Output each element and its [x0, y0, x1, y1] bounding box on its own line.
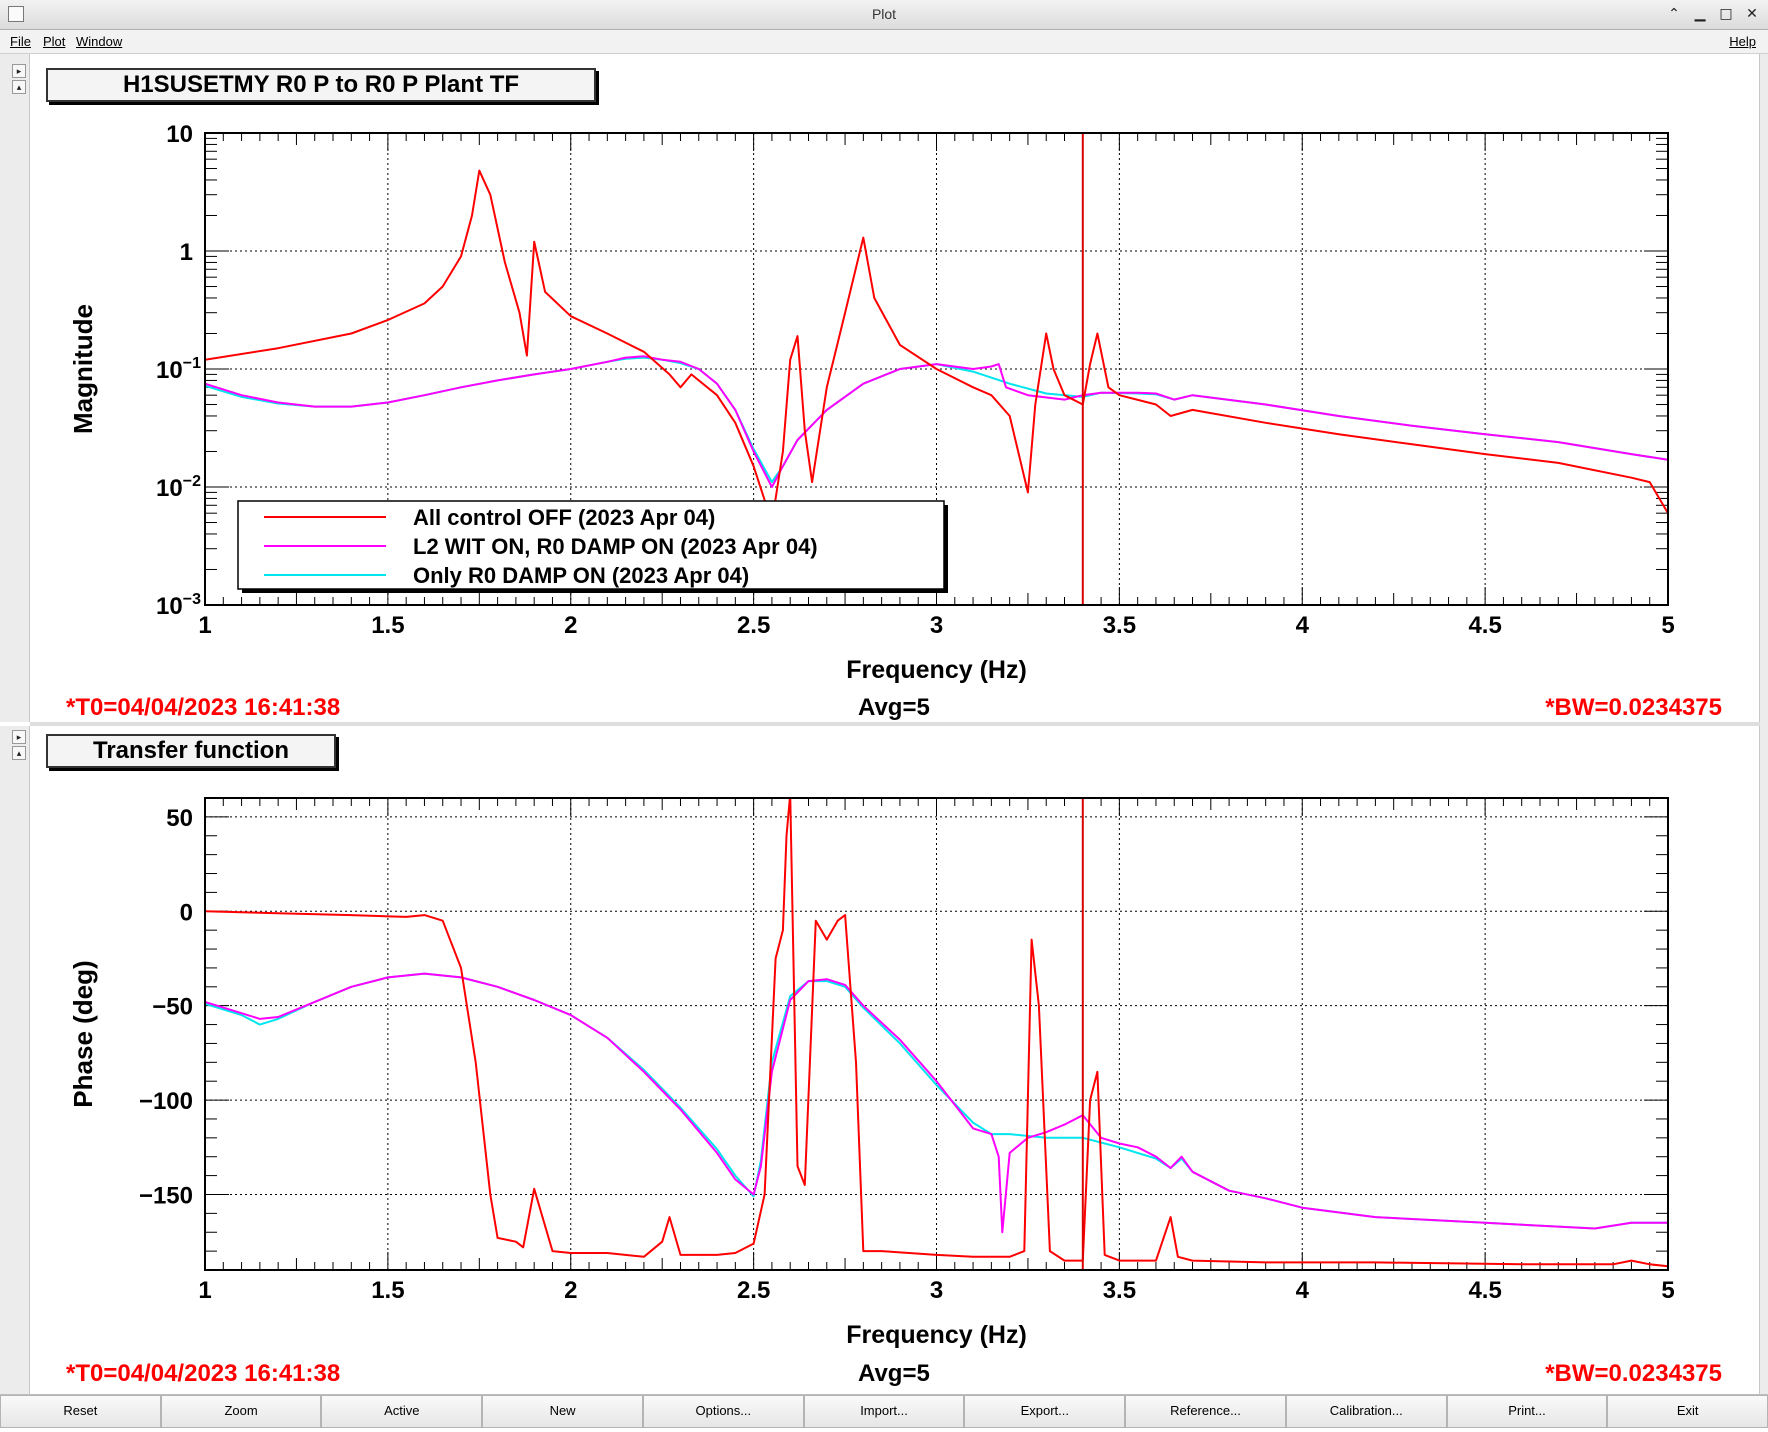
plot-frame — [204, 797, 1669, 1271]
exit-button[interactable]: Exit — [1607, 1395, 1768, 1428]
y-tick-label: 10−3 — [156, 591, 201, 620]
reference-button[interactable]: Reference... — [1125, 1395, 1286, 1428]
print-button[interactable]: Print... — [1446, 1395, 1608, 1428]
pad1-collapse-arrow-icon[interactable]: ▴ — [12, 80, 26, 94]
x-tick-label: 4.5 — [1468, 1277, 1501, 1304]
calibration-button[interactable]: Calibration... — [1285, 1395, 1447, 1428]
x-tick-label: 3 — [930, 612, 943, 639]
x-tick-label: 5 — [1661, 612, 1674, 639]
shade-icon[interactable]: ⌃ — [1668, 6, 1680, 22]
pad-control-strip-1: ▸ ▴ — [0, 54, 30, 722]
menu-plot[interactable]: Plot — [43, 34, 66, 49]
y-tick-label: −150 — [139, 1182, 193, 1209]
minimize-icon[interactable]: ▁ — [1694, 6, 1706, 22]
import-button[interactable]: Import... — [803, 1395, 965, 1428]
y-tick-label: 10−1 — [156, 355, 201, 384]
x-tick-label: 1 — [198, 612, 211, 639]
panel1-bw: *BW=0.0234375 — [1545, 694, 1722, 721]
pad1-expand-arrow-icon[interactable]: ▸ — [12, 64, 26, 78]
series-group — [205, 798, 1668, 1268]
window-menu-icon[interactable] — [8, 6, 24, 22]
x-tick-label: 4 — [1296, 612, 1310, 639]
series-l2-wit-r0-damp-on-line — [205, 355, 1668, 488]
legend-label: L2 WIT ON, R0 DAMP ON (2023 Apr 04) — [413, 534, 818, 559]
panel2-t0: *T0=04/04/2023 16:41:38 — [66, 1360, 341, 1387]
magnitude-plot[interactable]: 1 1.5 2 2.5 3 3.5 4 4.5 5 10 1 10−1 10−2 10−3 Frequenc… — [40, 115, 1700, 685]
window-titlebar: Plot ⌃ ▁ □ ✕ — [0, 0, 1768, 30]
panel2-title: Transfer function — [46, 734, 336, 768]
menu-help[interactable]: Help — [1729, 34, 1756, 49]
options-button[interactable]: Options... — [642, 1395, 804, 1428]
y-tick-label: 10 — [166, 121, 193, 148]
phase-plot[interactable]: 1 1.5 2 2.5 3 3.5 4 4.5 5 50 0 −50 −100 −150 Frequency… — [40, 780, 1700, 1350]
close-icon[interactable]: ✕ — [1746, 6, 1758, 22]
x-tick-label: 5 — [1661, 1277, 1674, 1304]
series-all-control-off-line — [205, 798, 1668, 1268]
x-tick-label: 2 — [564, 1277, 577, 1304]
legend-label: All control OFF (2023 Apr 04) — [413, 505, 715, 530]
y-tick-label: 50 — [166, 805, 193, 832]
y-tick-label: 0 — [180, 899, 193, 926]
plot-frame — [204, 132, 1669, 606]
y-tick-label: 1 — [180, 239, 193, 266]
pad2-collapse-arrow-icon[interactable]: ▴ — [12, 746, 26, 760]
x-tick-label: 2.5 — [737, 612, 770, 639]
new-button[interactable]: New — [482, 1395, 643, 1428]
x-tick-label: 2.5 — [737, 1277, 770, 1304]
series-l2-wit-r0-damp-on-line — [205, 972, 1668, 1234]
y-axis-title: Phase (deg) — [68, 960, 98, 1107]
x-tick-label: 1.5 — [371, 612, 404, 639]
menu-bar: File Plot Window Help — [0, 30, 1768, 54]
y-axis-title: Magnitude — [68, 304, 98, 434]
panel1-avg: Avg=5 — [858, 694, 930, 721]
menu-file[interactable]: File — [10, 34, 31, 49]
y-tick-label: 10−2 — [156, 473, 201, 502]
window-title: Plot — [871, 6, 897, 22]
right-border — [1759, 54, 1768, 1394]
x-tick-label: 3.5 — [1103, 1277, 1136, 1304]
series-all-control-off-line — [205, 169, 1668, 524]
legend-label: Only R0 DAMP ON (2023 Apr 04) — [413, 563, 749, 588]
reset-button[interactable]: Reset — [0, 1395, 161, 1428]
button-bar: Reset Zoom Active New Options... Import.… — [0, 1394, 1768, 1428]
maximize-icon[interactable]: □ — [1719, 6, 1733, 22]
active-button[interactable]: Active — [321, 1395, 483, 1428]
x-tick-label: 1 — [198, 1277, 211, 1304]
pad-separator[interactable] — [30, 722, 1760, 726]
y-tick-label: −100 — [139, 1088, 193, 1115]
export-button[interactable]: Export... — [964, 1395, 1126, 1428]
x-tick-label: 4.5 — [1468, 612, 1501, 639]
y-tick-label: −50 — [152, 994, 193, 1021]
x-axis-title: Frequency (Hz) — [846, 656, 1027, 684]
x-tick-label: 4 — [1296, 1277, 1310, 1304]
pad-control-strip-2: ▸ ▴ — [0, 726, 30, 1394]
zoom-button[interactable]: Zoom — [160, 1395, 322, 1428]
x-axis-title: Frequency (Hz) — [846, 1321, 1027, 1349]
series-group — [205, 169, 1668, 524]
panel1-title: H1SUSETMY R0 P to R0 P Plant TF — [46, 68, 596, 102]
panel1-t0: *T0=04/04/2023 16:41:38 — [66, 694, 341, 721]
panel2-bw: *BW=0.0234375 — [1545, 1360, 1722, 1387]
panel2-avg: Avg=5 — [858, 1360, 930, 1387]
x-tick-label: 3.5 — [1103, 612, 1136, 639]
menu-window[interactable]: Window — [76, 34, 123, 49]
pad2-expand-arrow-icon[interactable]: ▸ — [12, 730, 26, 744]
x-tick-label: 1.5 — [371, 1277, 404, 1304]
x-tick-label: 2 — [564, 612, 577, 639]
x-tick-label: 3 — [930, 1277, 943, 1304]
